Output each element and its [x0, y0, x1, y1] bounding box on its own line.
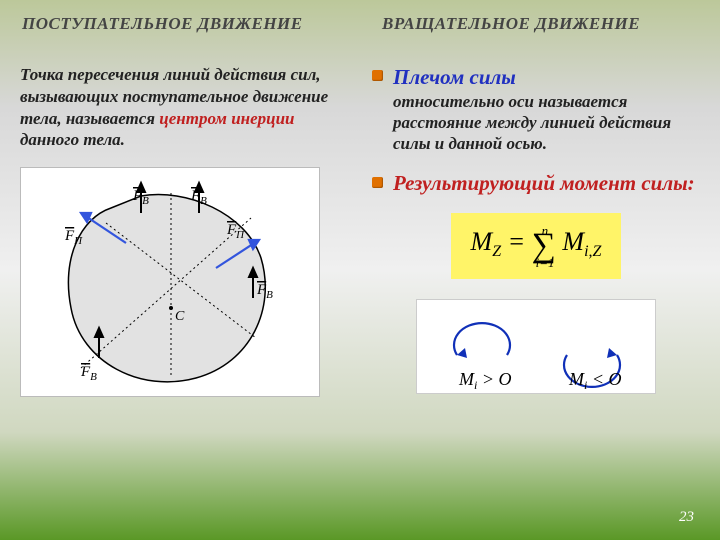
term-plecho: Плечом силы — [393, 64, 700, 91]
page-number: 23 — [679, 509, 694, 526]
inertia-diagram: C FВ FВ FП — [20, 167, 320, 397]
svg-text:Mi < O: Mi < O — [568, 369, 622, 392]
sigma-icon: ∑ n i=1 — [532, 227, 556, 265]
left-paragraph: Точка пересечения линий действия сил, вы… — [20, 64, 348, 151]
moment-sign-diagram: Mi > O Mi < O — [416, 299, 656, 394]
moment-formula: MZ = ∑ n i=1 Mi,Z — [451, 213, 622, 279]
formula-Msub: Z — [492, 243, 501, 260]
svg-text:FВ: FВ — [80, 364, 97, 383]
svg-text:Mi > O: Mi > O — [458, 369, 512, 392]
sigma-sub: i=1 — [536, 255, 555, 271]
left-column: Точка пересечения линий действия сил, вы… — [20, 64, 348, 397]
term-definition: относительно оси называется расстояние м… — [393, 91, 700, 155]
svg-text:C: C — [175, 309, 185, 324]
bullet-icon — [372, 177, 383, 188]
sigma-sup: n — [542, 223, 549, 239]
formula-eq: = — [508, 227, 532, 256]
left-highlight-red: центром инерции — [159, 109, 294, 128]
formula-rhs-sub: i,Z — [584, 243, 601, 260]
svg-text:FП: FП — [64, 228, 83, 247]
resulting-moment-heading: Результирующий момент силы: — [393, 171, 695, 195]
header-right: ВРАЩАТЕЛЬНОЕ ДВИЖЕНИЕ — [360, 0, 720, 56]
header-left: ПОСТУПАТЕЛЬНОЕ ДВИЖЕНИЕ — [0, 0, 360, 56]
bullet-icon — [372, 70, 383, 81]
right-column: Плечом силы относительно оси называется … — [372, 64, 700, 397]
formula-rhs-M: M — [562, 227, 584, 256]
formula-M: M — [471, 227, 493, 256]
left-text-tail: данного тела. — [20, 130, 125, 149]
